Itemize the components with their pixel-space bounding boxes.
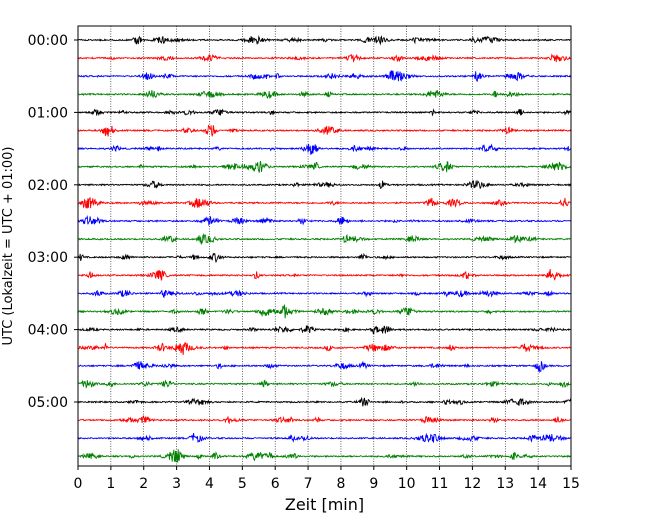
trace-15	[77, 289, 572, 299]
y-tick-label: 04:00	[28, 323, 68, 339]
x-tick-label: 8	[336, 476, 345, 492]
trace-3	[77, 70, 572, 82]
trace-22	[77, 414, 572, 425]
trace-9	[77, 180, 572, 189]
trace-16	[77, 304, 572, 319]
trace-21	[77, 396, 572, 407]
x-tick-label: 10	[398, 476, 416, 492]
trace-19	[77, 360, 572, 374]
y-tick-label: 02:00	[28, 178, 68, 194]
x-tick-label: 6	[271, 476, 280, 492]
seismic-traces	[77, 34, 572, 463]
y-axis-ticks: 00:00 01:00 02:00 03:00 04:00 05:00	[28, 33, 78, 411]
trace-18	[77, 342, 572, 355]
x-tick-label: 7	[304, 476, 313, 492]
trace-1	[77, 34, 572, 46]
trace-24	[77, 449, 572, 463]
trace-17	[77, 325, 572, 335]
vertical-grid	[110, 26, 539, 466]
trace-20	[77, 379, 572, 389]
x-tick-label: 13	[496, 476, 514, 492]
y-axis-label: UTC (Lokalzeit = UTC + 01:00)	[1, 147, 16, 346]
trace-11	[77, 215, 572, 227]
x-tick-label: 14	[529, 476, 547, 492]
x-tick-label: 1	[106, 476, 115, 492]
x-tick-label: 5	[238, 476, 247, 492]
y-tick-label: 03:00	[28, 250, 68, 266]
x-axis-ticks: 0 1 2 3 4 5 6 7 8 9 10 11 12 13 14 15	[74, 466, 580, 492]
trace-10	[77, 197, 572, 209]
trace-14	[77, 269, 572, 282]
y-tick-label: 00:00	[28, 33, 68, 49]
x-tick-label: 2	[139, 476, 148, 492]
trace-6	[77, 124, 572, 138]
x-tick-label: 11	[431, 476, 449, 492]
trace-12	[77, 233, 572, 245]
x-tick-label: 12	[463, 476, 481, 492]
trace-13	[77, 252, 572, 264]
x-tick-label: 4	[205, 476, 214, 492]
trace-2	[77, 53, 572, 63]
x-tick-label: 15	[562, 476, 580, 492]
x-axis-label: Zeit [min]	[285, 495, 364, 514]
trace-5	[77, 108, 572, 117]
trace-7	[77, 143, 572, 155]
trace-4	[77, 90, 572, 99]
x-tick-label: 3	[172, 476, 181, 492]
trace-8	[77, 160, 572, 173]
y-tick-label: 05:00	[28, 395, 68, 411]
trace-23	[77, 432, 572, 443]
x-tick-label: 9	[369, 476, 378, 492]
y-tick-label: 01:00	[28, 105, 68, 121]
plot-frame	[77, 25, 572, 467]
x-tick-label: 0	[74, 476, 83, 492]
